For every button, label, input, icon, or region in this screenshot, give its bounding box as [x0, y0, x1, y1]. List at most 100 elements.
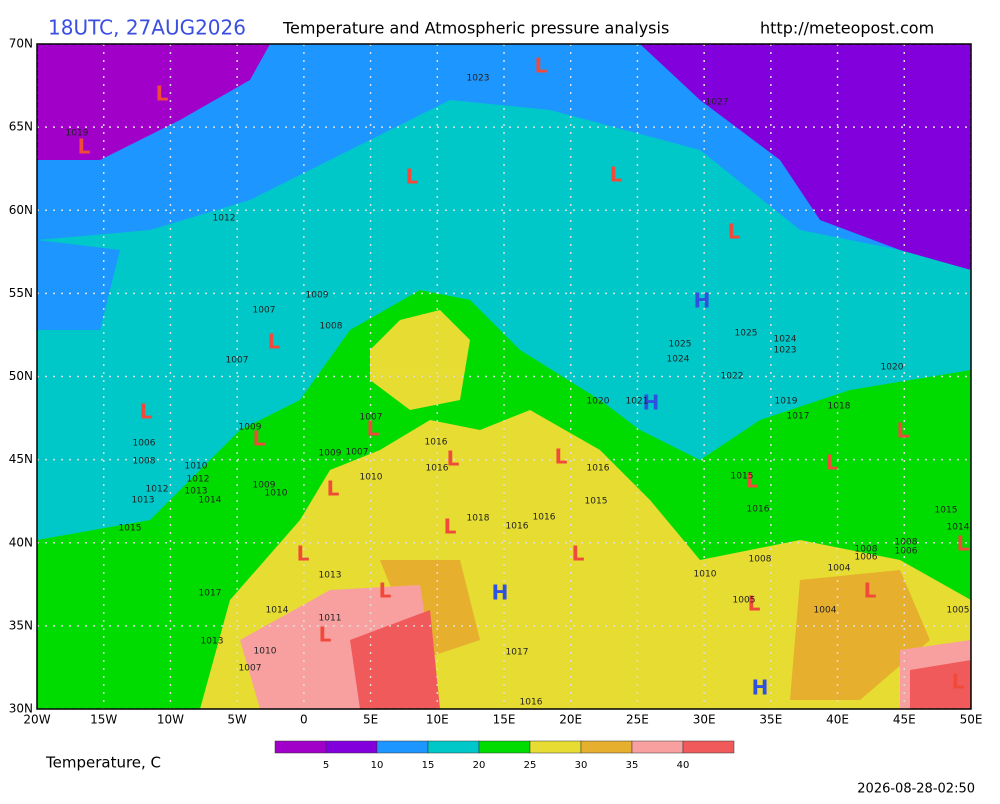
lat-label: 60N — [9, 203, 33, 217]
pressure-center: L — [319, 623, 332, 647]
isobar-label: 1010 — [185, 462, 208, 472]
isobar-label: 1009 — [239, 423, 262, 433]
isobar-label: 1024 — [667, 355, 690, 365]
isobar-label: 1027 — [706, 98, 729, 108]
isobar-label: 1020 — [881, 363, 904, 373]
pressure-center: L — [406, 165, 419, 189]
lon-label: 10E — [426, 713, 449, 727]
isobar-label: 1016 — [587, 464, 610, 474]
legend-label: 15 — [422, 760, 435, 771]
isobar-label: 1007 — [239, 664, 262, 674]
isobar-label: 1023 — [467, 74, 490, 84]
header-time: 18UTC, 27AUG2026 — [48, 16, 246, 40]
pressure-center: L — [897, 419, 910, 443]
legend-title: Temperature, C — [45, 754, 161, 772]
legend-swatch — [376, 740, 429, 754]
isobar-label: 1007 — [253, 306, 276, 316]
pressure-center: L — [728, 220, 741, 244]
isobar-label: 1016 — [426, 464, 449, 474]
isobar-label: 1018 — [828, 402, 851, 412]
pressure-center: L — [367, 417, 380, 441]
lon-label: 15E — [493, 713, 516, 727]
lat-label: 30N — [9, 702, 33, 716]
isobar-label: 1016 — [506, 522, 529, 532]
legend-label: 25 — [524, 760, 537, 771]
isobar-label: 1006 — [855, 553, 878, 563]
legend-swatch — [631, 740, 684, 754]
lat-label: 40N — [9, 535, 33, 549]
pressure-center: L — [826, 451, 839, 475]
pressure-center: L — [268, 330, 281, 354]
lon-label: 45E — [893, 713, 916, 727]
isobar-label: 1009 — [253, 481, 276, 491]
pressure-center: L — [447, 447, 460, 471]
isobar-label: 1005 — [947, 606, 970, 616]
pressure-center: L — [444, 515, 457, 539]
isobar-label: 1013 — [185, 487, 208, 497]
pressure-center: L — [78, 135, 91, 159]
isobar-label: 1024 — [774, 335, 797, 345]
lon-label: 5E — [363, 713, 378, 727]
lon-label: 0 — [300, 713, 308, 727]
lon-label: 10W — [157, 713, 184, 727]
pressure-center: L — [297, 542, 310, 566]
isobar-label: 1022 — [721, 372, 744, 382]
legend-swatch — [682, 740, 735, 754]
legend-label: 5 — [323, 760, 329, 771]
isobar-label: 1009 — [319, 449, 342, 459]
isobar-label: 1008 — [895, 538, 918, 548]
pressure-center: L — [610, 163, 623, 187]
legend: Temperature, C 5 10 15 20 25 30 35 40 — [45, 740, 735, 772]
lon-label: 25E — [626, 713, 649, 727]
isobar-label: 1008 — [855, 545, 878, 555]
isobar-label: 1013 — [319, 571, 342, 581]
isobar-label: 1010 — [265, 489, 288, 499]
isobar-label: 1014 — [266, 606, 289, 616]
lat-label: 35N — [9, 618, 33, 632]
pressure-center: L — [952, 670, 965, 694]
pressure-center: L — [864, 579, 877, 603]
isobar-label: 1006 — [895, 547, 918, 557]
isobar-label: 1019 — [775, 397, 798, 407]
legend-swatch — [325, 740, 378, 754]
legend-label: 30 — [575, 760, 588, 771]
isobar-label: 1004 — [828, 564, 851, 574]
pressure-center: L — [572, 542, 585, 566]
lon-label: 30E — [693, 713, 716, 727]
legend-swatch — [478, 740, 531, 754]
legend-swatch — [427, 740, 480, 754]
legend-swatch — [580, 740, 633, 754]
lat-label: 55N — [9, 286, 33, 300]
isobar-label: 1017 — [199, 589, 222, 599]
lat-label: 65N — [9, 120, 33, 134]
isobar-label: 1017 — [506, 648, 529, 658]
pressure-center: L — [746, 469, 759, 493]
lon-label: 5W — [227, 713, 247, 727]
isobar-label: 1006 — [133, 439, 156, 449]
pressure-center: H — [694, 289, 711, 313]
isobar-label: 1012 — [146, 485, 169, 495]
isobar-label: 1025 — [735, 329, 758, 339]
isobar-label: 1010 — [694, 570, 717, 580]
isobar-label: 1012 — [187, 475, 210, 485]
isobar-label: 1011 — [319, 614, 342, 624]
isobar-label: 1018 — [467, 514, 490, 524]
isobar-label: 1015 — [119, 524, 142, 534]
legend-label: 35 — [626, 760, 639, 771]
isobar-label: 1010 — [360, 473, 383, 483]
isobar-label: 1008 — [320, 322, 343, 332]
lon-label: 20W — [23, 713, 50, 727]
isobar-label: 1007 — [360, 413, 383, 423]
isobar-label: 1013 — [132, 496, 155, 506]
lon-label: 35E — [759, 713, 782, 727]
pressure-center: H — [752, 676, 769, 700]
isobar-label: 1015 — [731, 472, 754, 482]
lon-label: 20E — [559, 713, 582, 727]
isobar-label: 1007 — [346, 448, 369, 458]
pressure-center: L — [253, 427, 266, 451]
pressure-center: L — [957, 532, 970, 556]
isobar-label: 1016 — [520, 698, 543, 708]
lon-label: 15W — [90, 713, 117, 727]
pressure-center: L — [535, 54, 548, 78]
